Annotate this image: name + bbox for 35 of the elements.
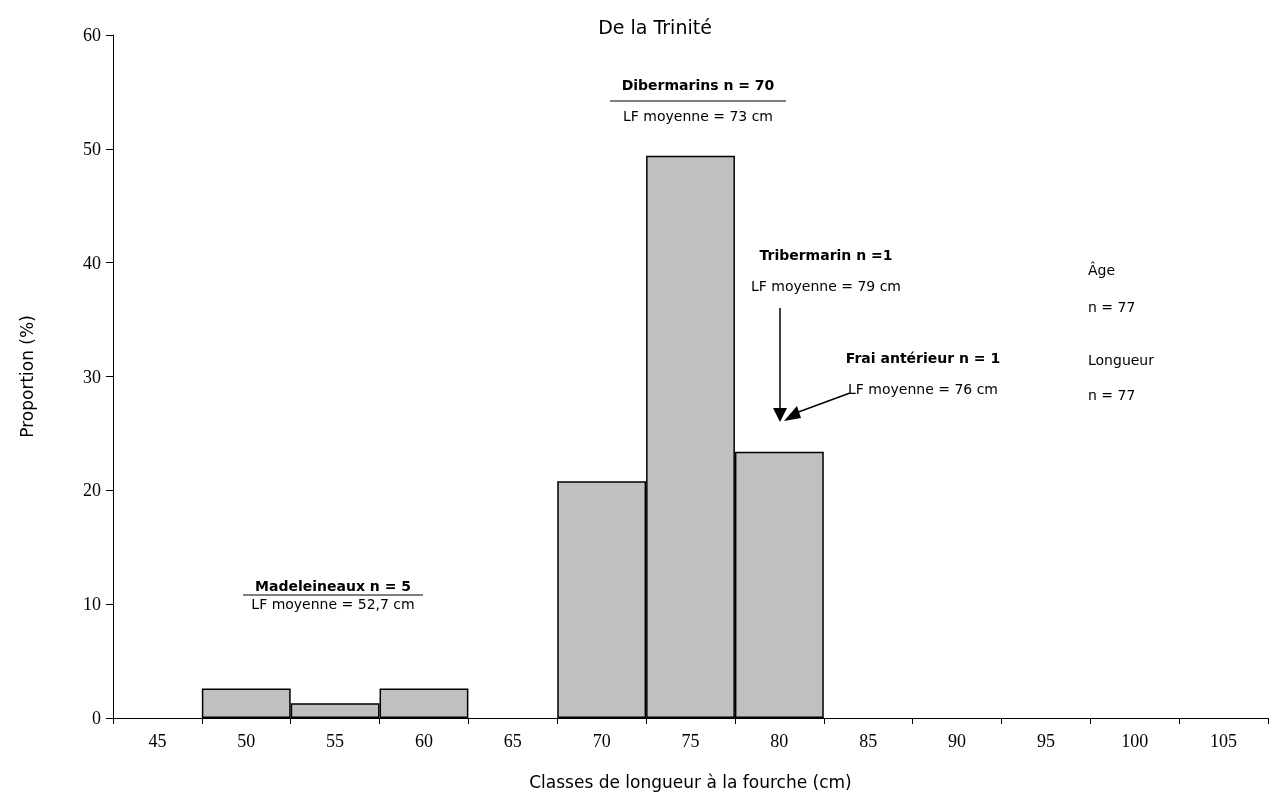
annotation: n = 77 (1088, 387, 1136, 403)
annotation: Frai antérieur n = 1 (845, 350, 1001, 366)
annotation: LF moyenne = 76 cm (848, 381, 998, 397)
annotation: Âge (1088, 261, 1116, 278)
x-tick-label: 75 (681, 731, 700, 751)
x-tick-label: 100 (1121, 731, 1149, 751)
y-tick-label: 20 (83, 480, 101, 501)
x-tick-label: 50 (237, 731, 256, 751)
y-tick-label: 60 (83, 25, 101, 45)
x-tick-label: 95 (1036, 731, 1055, 751)
annotation: Tribermarin n =1 (759, 247, 893, 263)
y-tick-label: 0 (92, 708, 101, 728)
chart-title: De la Trinité (598, 15, 712, 38)
x-tick-label: 70 (592, 731, 611, 751)
y-tick-label: 50 (83, 138, 101, 159)
x-tick-label: 45 (148, 731, 167, 751)
y-tick-label: 40 (83, 252, 101, 273)
annotation: LF moyenne = 79 cm (751, 278, 901, 294)
x-axis-title: Classes de longueur à la fourche (cm) (529, 771, 852, 792)
annotation: LF moyenne = 52,7 cm (251, 596, 415, 612)
x-tick-label: 55 (326, 731, 345, 751)
annotation: Dibermarins n = 70 (621, 77, 775, 93)
annotation: LF moyenne = 73 cm (623, 108, 773, 124)
y-tick-label: 30 (83, 366, 101, 387)
x-tick-label: 90 (948, 731, 967, 751)
x-tick-label: 105 (1210, 731, 1238, 751)
x-tick-label: 65 (503, 731, 522, 751)
annotation: Madeleineaux n = 5 (255, 578, 411, 594)
y-tick-label: 10 (83, 594, 101, 615)
annotation: n = 77 (1088, 299, 1136, 315)
x-tick-label: 60 (414, 731, 433, 751)
x-tick-label: 80 (770, 731, 789, 751)
annotation: Longueur (1088, 352, 1155, 368)
y-axis-title: Proportion (%) (16, 315, 37, 438)
x-tick-label: 85 (859, 731, 878, 751)
